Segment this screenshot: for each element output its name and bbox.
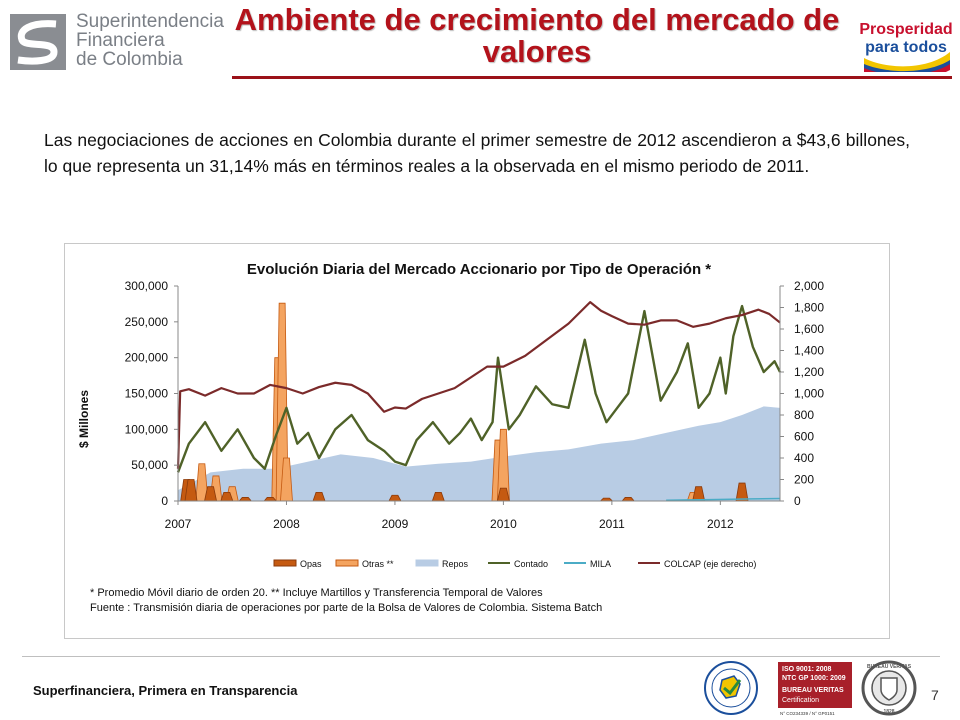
y-tick-label-right: 200	[794, 473, 814, 487]
header-divider	[232, 76, 952, 79]
y-tick-label-right: 1,000	[794, 387, 824, 401]
chart-footnote-1: * Promedio Móvil diario de orden 20. ** …	[90, 587, 543, 599]
x-tick-label: 2008	[273, 517, 300, 531]
body-paragraph: Las negociaciones de acciones en Colombi…	[44, 130, 910, 176]
legend-label: Otras **	[362, 559, 394, 569]
footer-divider	[22, 656, 940, 657]
y-tick-label-left: 200,000	[125, 351, 169, 365]
y-tick-label-left: 300,000	[125, 279, 169, 293]
y-tick-label-right: 1,800	[794, 301, 824, 315]
sfc-logo-mark	[10, 14, 66, 70]
y-tick-label-right: 600	[794, 430, 814, 444]
cert-cert: Certification	[782, 697, 819, 704]
bureau-veritas-seal-icon: BUREAU VERITAS 1828	[861, 660, 917, 716]
series-contado-line	[176, 304, 782, 473]
quality-seal-icon	[704, 661, 758, 715]
sfc-logo-text: Superintendencia Financiera de Colombia	[76, 12, 224, 69]
y-tick-label-right: 2,000	[794, 279, 824, 293]
page-number: 7	[931, 687, 939, 703]
y-tick-label-right: 1,200	[794, 365, 824, 379]
badge-line2: para todos	[865, 39, 947, 56]
legend-label: MILA	[590, 559, 611, 569]
badge-line1: Prosperidad	[859, 21, 952, 38]
y-tick-label-right: 0	[794, 494, 801, 508]
y-tick-label-left: 0	[161, 494, 168, 508]
y-tick-label-right: 1,400	[794, 344, 824, 358]
series-repos-area	[178, 406, 780, 501]
legend-swatch	[415, 559, 439, 567]
x-tick-label: 2007	[165, 517, 192, 531]
series-mila-line	[666, 497, 781, 502]
footer-tagline: Superfinanciera, Primera en Transparenci…	[33, 683, 298, 698]
legend-label: Opas	[300, 559, 322, 569]
cert-seal-year: 1828	[883, 709, 894, 715]
market-chart: Evolución Diaria del Mercado Accionario …	[77, 261, 824, 614]
chart-title: Evolución Diaria del Mercado Accionario …	[247, 261, 711, 278]
chart-footnote-2: Fuente : Transmisión diaria de operacion…	[90, 602, 602, 614]
org-name-line3: de Colombia	[76, 49, 183, 70]
x-tick-label: 2010	[490, 517, 517, 531]
y-tick-label-right: 800	[794, 408, 814, 422]
org-name-line1: Superintendencia	[76, 11, 224, 32]
x-tick-label: 2009	[382, 517, 409, 531]
cert-ntc: NTC GP 1000: 2009	[782, 675, 846, 682]
cert-nums: N° CO234339 / N° GP0151	[780, 711, 835, 716]
x-tick-label: 2012	[707, 517, 734, 531]
y-tick-label-left: 150,000	[125, 387, 169, 401]
y-tick-label-left: 100,000	[125, 422, 169, 436]
y-tick-label-right: 1,600	[794, 322, 824, 336]
iso-certification-badge: ISO 9001: 2008 NTC GP 1000: 2009 BUREAU …	[778, 662, 852, 716]
prosperidad-logo: Prosperidad para todos	[859, 21, 953, 72]
cert-iso: ISO 9001: 2008	[782, 666, 832, 673]
slide-title: Ambiente de crecimiento del mercado de v…	[234, 2, 840, 69]
x-tick-label: 2011	[599, 517, 625, 531]
legend-label: Contado	[514, 559, 548, 569]
cert-bv: BUREAU VERITAS	[782, 687, 844, 694]
y-tick-label-left: 50,000	[131, 458, 168, 472]
y-tick-label-left: 250,000	[125, 315, 169, 329]
legend-label: Repos	[442, 559, 469, 569]
legend-label: COLCAP (eje derecho)	[664, 559, 756, 569]
legend-swatch	[273, 559, 297, 567]
legend-swatch	[335, 559, 359, 567]
y-tick-label-right: 400	[794, 451, 814, 465]
series-colcap-line	[176, 301, 781, 469]
y-axis-label: $ Millones	[77, 390, 91, 448]
org-name-line2: Financiera	[76, 30, 165, 51]
cert-seal-text: BUREAU VERITAS	[867, 664, 912, 670]
